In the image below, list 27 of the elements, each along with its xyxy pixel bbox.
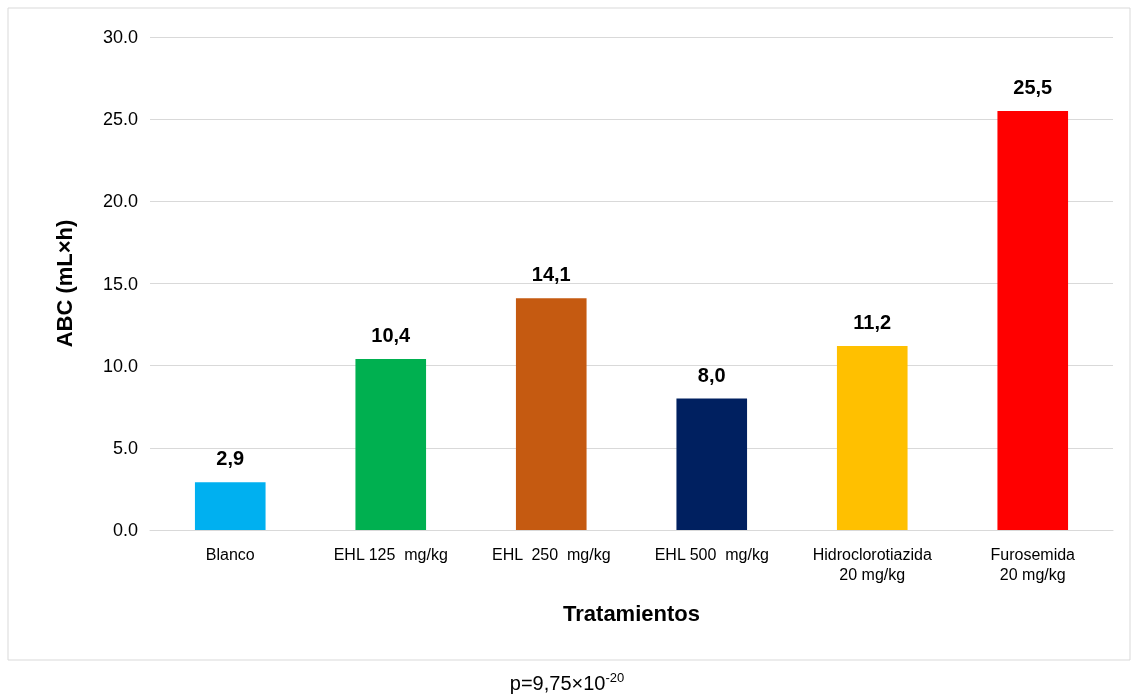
x-tick-label: Blanco	[205, 545, 255, 563]
y-tick-label: 10.0	[102, 355, 138, 376]
data-label: 11,2	[853, 310, 892, 333]
y-tick-label: 0.0	[112, 520, 138, 540]
y-axis-title: ABC (mL×h)	[51, 219, 77, 348]
y-tick-label: 25.0	[102, 109, 138, 130]
data-label: 8,0	[697, 363, 726, 386]
y-tick-label: 5.0	[112, 437, 138, 458]
bar	[997, 110, 1069, 530]
bar	[676, 398, 748, 530]
x-tick-label: EHL 125 mg/kg	[333, 545, 448, 563]
x-tick-label: EHL 250 mg/kg	[491, 545, 611, 563]
x-tick-label: Hidroclorotiazida 20 mg/kg	[812, 545, 932, 583]
bar	[515, 298, 587, 530]
data-label: 25,5	[1013, 75, 1053, 98]
y-tick-label: 30.0	[102, 27, 138, 47]
x-tick-label: Furosemida 20 mg/kg	[990, 545, 1076, 583]
x-tick-label: EHL 500 mg/kg	[654, 545, 769, 563]
y-tick-label: 15.0	[102, 273, 138, 294]
data-label: 14,1	[531, 263, 571, 286]
data-label: 2,9	[216, 447, 245, 470]
y-tick-label: 20.0	[102, 191, 138, 212]
data-label: 10,4	[371, 324, 412, 347]
bar	[194, 482, 266, 530]
bar	[836, 345, 908, 530]
bar	[355, 359, 427, 530]
x-axis-title: Tratamientos	[563, 600, 700, 626]
